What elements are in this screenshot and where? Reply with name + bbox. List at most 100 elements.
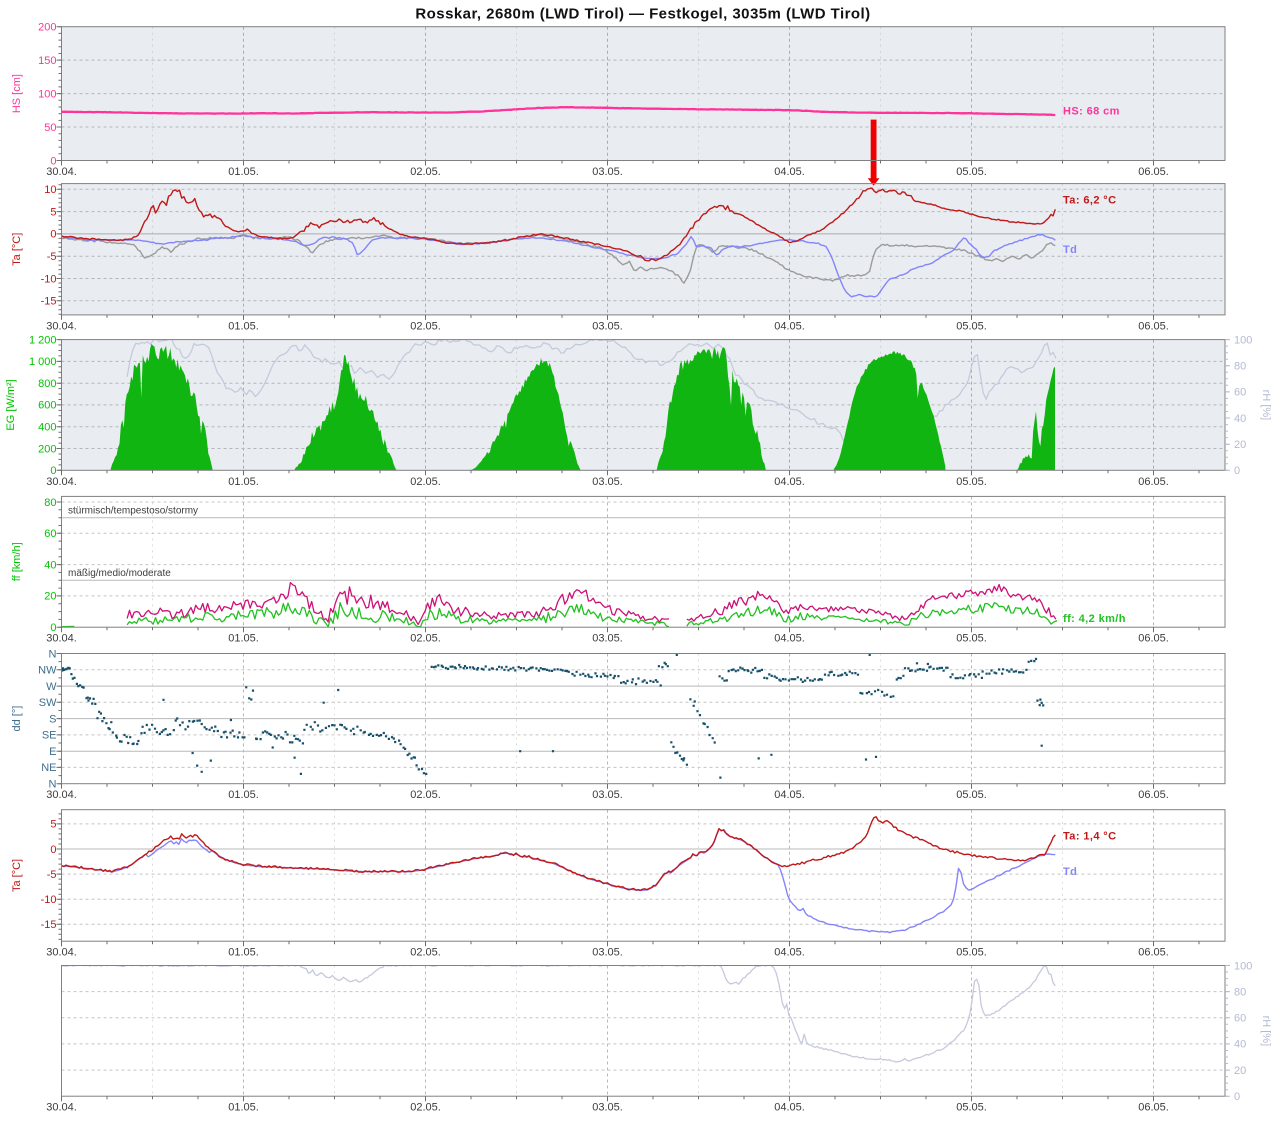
svg-text:01.05.: 01.05. [228,1102,259,1114]
svg-text:60: 60 [44,528,56,540]
svg-text:02.05.: 02.05. [410,320,441,332]
svg-text:200: 200 [38,22,56,34]
svg-text:rH [%]: rH [%] [1260,390,1272,421]
svg-text:rH [%]: rH [%] [1260,1016,1272,1047]
svg-text:06.05.: 06.05. [1138,633,1169,645]
svg-text:HS: 68 cm: HS: 68 cm [1063,106,1120,118]
svg-text:-5: -5 [47,869,57,881]
svg-text:NE: NE [41,762,56,774]
svg-text:dd [°]: dd [°] [11,706,23,732]
svg-text:60: 60 [1234,1013,1246,1025]
svg-text:0: 0 [50,465,56,477]
svg-text:04.05.: 04.05. [774,476,805,488]
svg-text:Td: Td [1063,866,1077,878]
svg-text:N: N [49,779,57,791]
svg-text:0: 0 [1234,465,1240,477]
svg-text:400: 400 [38,422,56,434]
svg-text:05.05.: 05.05. [956,1102,987,1114]
svg-text:0: 0 [50,229,56,241]
svg-text:50: 50 [44,122,56,134]
svg-text:01.05.: 01.05. [228,166,259,178]
svg-text:Ta: 6,2 °C: Ta: 6,2 °C [1063,195,1116,207]
svg-text:05.05.: 05.05. [956,476,987,488]
svg-text:NW: NW [38,665,57,677]
svg-text:02.05.: 02.05. [410,1102,441,1114]
svg-text:Rosskar, 2680m (LWD Tirol) — F: Rosskar, 2680m (LWD Tirol) — Festkogel, … [415,6,870,23]
svg-text:10: 10 [44,184,56,196]
svg-text:W: W [46,681,57,693]
svg-text:05.05.: 05.05. [956,633,987,645]
svg-text:02.05.: 02.05. [410,476,441,488]
svg-text:03.05.: 03.05. [592,166,623,178]
svg-text:150: 150 [38,55,56,67]
svg-text:30.04.: 30.04. [46,947,77,959]
svg-text:40: 40 [1234,1039,1246,1051]
svg-text:600: 600 [38,400,56,412]
svg-text:20: 20 [1234,439,1246,451]
svg-text:ff [km/h]: ff [km/h] [11,542,23,581]
svg-text:0: 0 [50,155,56,167]
svg-text:5: 5 [50,819,56,831]
svg-text:02.05.: 02.05. [410,947,441,959]
svg-text:S: S [49,713,56,725]
svg-text:03.05.: 03.05. [592,789,623,801]
svg-text:05.05.: 05.05. [956,320,987,332]
svg-text:06.05.: 06.05. [1138,947,1169,959]
svg-text:30.04.: 30.04. [46,633,77,645]
svg-text:Ta [°C]: Ta [°C] [11,859,23,892]
svg-text:03.05.: 03.05. [592,1102,623,1114]
svg-text:80: 80 [44,497,56,509]
svg-text:80: 80 [1234,361,1246,373]
svg-text:800: 800 [38,378,56,390]
svg-text:06.05.: 06.05. [1138,1102,1169,1114]
svg-text:03.05.: 03.05. [592,633,623,645]
svg-text:20: 20 [1234,1065,1246,1077]
svg-text:-10: -10 [41,273,57,285]
svg-text:06.05.: 06.05. [1138,789,1169,801]
svg-text:0: 0 [1234,1091,1240,1103]
svg-text:100: 100 [1234,960,1252,972]
svg-text:01.05.: 01.05. [228,947,259,959]
svg-text:04.05.: 04.05. [774,789,805,801]
svg-text:-5: -5 [47,251,57,263]
svg-text:40: 40 [1234,413,1246,425]
svg-text:05.05.: 05.05. [956,947,987,959]
svg-text:30.04.: 30.04. [46,1102,77,1114]
svg-text:05.05.: 05.05. [956,789,987,801]
svg-text:ff: 4,2 km/h: ff: 4,2 km/h [1063,613,1126,625]
svg-text:40: 40 [44,559,56,571]
svg-text:03.05.: 03.05. [592,320,623,332]
svg-text:30.04.: 30.04. [46,166,77,178]
svg-text:stürmisch/tempestoso/stormy: stürmisch/tempestoso/stormy [68,506,198,517]
svg-text:06.05.: 06.05. [1138,320,1169,332]
svg-text:20: 20 [44,591,56,603]
svg-text:SW: SW [39,697,57,709]
svg-text:200: 200 [38,443,56,455]
svg-text:01.05.: 01.05. [228,633,259,645]
svg-text:01.05.: 01.05. [228,320,259,332]
svg-text:04.05.: 04.05. [774,633,805,645]
svg-text:-15: -15 [41,296,57,308]
svg-text:HS [cm]: HS [cm] [11,74,23,113]
svg-text:0: 0 [50,844,56,856]
svg-text:100: 100 [38,88,56,100]
svg-text:E: E [49,746,56,758]
svg-text:04.05.: 04.05. [774,166,805,178]
svg-text:60: 60 [1234,387,1246,399]
svg-text:EG [W/m²]: EG [W/m²] [5,379,17,430]
svg-text:1 000: 1 000 [29,356,57,368]
svg-text:03.05.: 03.05. [592,947,623,959]
svg-text:5: 5 [50,206,56,218]
svg-text:0: 0 [50,622,56,634]
svg-text:04.05.: 04.05. [774,947,805,959]
svg-text:30.04.: 30.04. [46,789,77,801]
svg-text:04.05.: 04.05. [774,320,805,332]
svg-text:03.05.: 03.05. [592,476,623,488]
svg-text:80: 80 [1234,986,1246,998]
svg-text:Ta [°C]: Ta [°C] [11,233,23,266]
svg-text:30.04.: 30.04. [46,320,77,332]
svg-text:06.05.: 06.05. [1138,476,1169,488]
svg-text:06.05.: 06.05. [1138,166,1169,178]
svg-text:N: N [49,648,57,660]
svg-text:01.05.: 01.05. [228,789,259,801]
